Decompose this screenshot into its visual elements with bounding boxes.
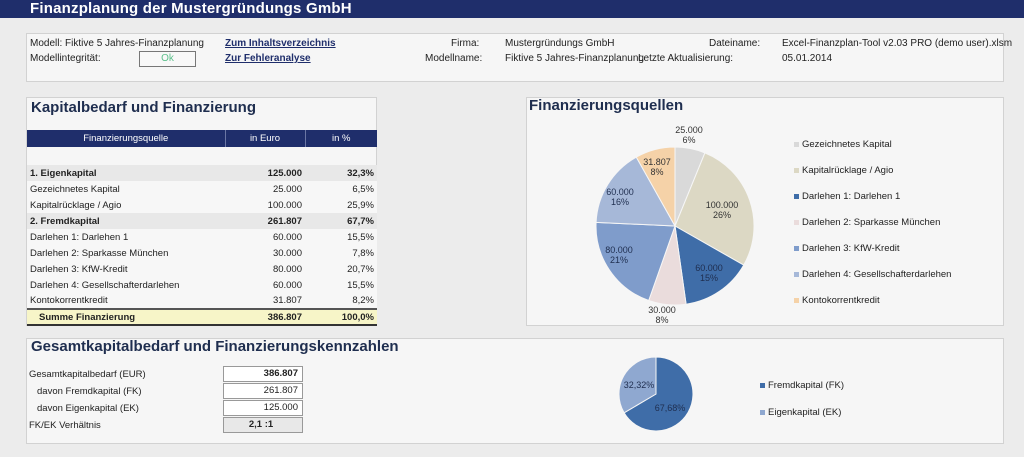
table-row: Kapitalrücklage / Agio 100.000 25,9% bbox=[27, 197, 377, 213]
legend-darlehen-4: Darlehen 4: Gesellschafterdarlehen bbox=[794, 269, 951, 280]
finanzierungsquellen-title: Finanzierungsquellen bbox=[529, 97, 684, 114]
header-euro: in Euro bbox=[225, 130, 306, 147]
table-row: Darlehen 1: Darlehen 1 60.000 15,5% bbox=[27, 229, 377, 245]
finanzierung-table: Finanzierungsquelle in Euro in % 1. Eige… bbox=[27, 130, 377, 326]
finanzierungsquellen-panel: Finanzierungsquellen 25.000 6% 100.000 26%… bbox=[526, 97, 1004, 326]
eigenkapital-label: davon Eigenkapital (EK) bbox=[37, 403, 139, 414]
legend-gezeichnetes-kapital: Gezeichnetes Kapital bbox=[794, 139, 892, 150]
firma-label: Firma: bbox=[451, 38, 480, 49]
svg-text:60.000: 60.000 bbox=[606, 187, 634, 197]
aktualisierung-value: 05.01.2014 bbox=[782, 53, 833, 64]
legend-fremdkapital: Fremdkapital (FK) bbox=[760, 380, 844, 391]
header-quelle: Finanzierungsquelle bbox=[27, 130, 226, 147]
legend-eigenkapital: Eigenkapital (EK) bbox=[760, 407, 841, 418]
integritaet-label: Modellintegrität: bbox=[30, 53, 101, 64]
svg-text:30.000: 30.000 bbox=[648, 305, 676, 315]
kennzahlen-panel: Gesamtkapitalbedarf und Finanzierungsken… bbox=[26, 338, 1004, 444]
svg-text:21%: 21% bbox=[610, 255, 628, 265]
svg-text:8%: 8% bbox=[655, 315, 668, 325]
table-row: 2. Fremdkapital 261.807 67,7% bbox=[27, 213, 377, 229]
fk-ek-label: FK/EK Verhältnis bbox=[29, 420, 101, 431]
legend-darlehen-3: Darlehen 3: KfW-Kredit bbox=[794, 243, 900, 254]
svg-text:8%: 8% bbox=[650, 167, 663, 177]
modellname-value: Fiktive 5 Jahres-Finanzplanung bbox=[505, 53, 644, 64]
sum-row: Summe Finanzierung 386.807 100,0% bbox=[27, 308, 377, 326]
gesamtkapital-label: Gesamtkapitalbedarf (EUR) bbox=[29, 369, 146, 380]
svg-text:60.000: 60.000 bbox=[695, 263, 723, 273]
svg-text:67,68%: 67,68% bbox=[655, 403, 686, 413]
kapitalbedarf-title: Kapitalbedarf und Finanzierung bbox=[31, 99, 257, 116]
model-info-panel: Modell: Fiktive 5 Jahres-Finanzplanung M… bbox=[26, 33, 1012, 82]
kennzahlen-title: Gesamtkapitalbedarf und Finanzierungsken… bbox=[31, 338, 399, 355]
svg-text:32,32%: 32,32% bbox=[624, 380, 655, 390]
table-row: 1. Eigenkapital 125.000 32,3% bbox=[27, 165, 377, 181]
firma-value: Mustergründungs GmbH bbox=[505, 38, 615, 49]
svg-text:100.000: 100.000 bbox=[706, 200, 739, 210]
aktualisierung-label: Letzte Aktualisierung: bbox=[638, 53, 734, 64]
table-row: Kontokorrentkredit 31.807 8,2% bbox=[27, 293, 377, 309]
modell-label: Modell: Fiktive 5 Jahres-Finanzplanung bbox=[30, 38, 204, 49]
modellname-label: Modellname: bbox=[425, 53, 483, 64]
table-row: Darlehen 4: Gesellschafterdarlehen 60.000… bbox=[27, 277, 377, 293]
dateiname-value: Excel-Finanzplan-Tool v2.03 PRO (demo us… bbox=[782, 38, 1013, 49]
fk-ek-value: 2,1 :1 bbox=[223, 417, 303, 433]
gesamtkapital-value: 386.807 bbox=[223, 366, 303, 382]
svg-text:15%: 15% bbox=[700, 273, 718, 283]
svg-text:25.000: 25.000 bbox=[675, 125, 703, 135]
fremdkapital-value: 261.807 bbox=[223, 383, 303, 399]
page-title: Finanzplanung der Mustergründungs GmbH bbox=[30, 0, 352, 17]
header-pct: in % bbox=[305, 130, 377, 147]
svg-text:26%: 26% bbox=[713, 210, 731, 220]
legend-kontokorrentkredit: Kontokorrentkredit bbox=[794, 295, 880, 306]
legend-darlehen-1: Darlehen 1: Darlehen 1 bbox=[794, 191, 900, 202]
table-row: Darlehen 3: KfW-Kredit 80.000 20,7% bbox=[27, 261, 377, 277]
dateiname-label: Dateiname: bbox=[709, 38, 761, 49]
title-bar: Finanzplanung der Mustergründungs GmbH bbox=[0, 0, 1024, 18]
fremdkapital-label: davon Fremdkapital (FK) bbox=[37, 386, 142, 397]
svg-text:80.000: 80.000 bbox=[605, 245, 633, 255]
svg-text:31.807: 31.807 bbox=[643, 157, 671, 167]
svg-text:16%: 16% bbox=[611, 197, 629, 207]
legend-darlehen-2: Darlehen 2: Sparkasse München bbox=[794, 217, 940, 228]
integrity-status-button[interactable]: Ok bbox=[139, 51, 196, 67]
svg-text:6%: 6% bbox=[682, 135, 695, 145]
eigenkapital-value: 125.000 bbox=[223, 400, 303, 416]
kapitalbedarf-panel: Kapitalbedarf und Finanzierung Finanzier… bbox=[26, 97, 377, 326]
legend-kapitalruecklage: Kapitalrücklage / Agio bbox=[794, 165, 893, 176]
fk-ek-pie-chart: 32,32% 67,68% bbox=[618, 356, 694, 432]
link-inhaltsverzeichnis[interactable]: Zum Inhaltsverzeichnis bbox=[225, 38, 336, 49]
table-row: Gezeichnetes Kapital 25.000 6,5% bbox=[27, 181, 377, 197]
table-row: Darlehen 2: Sparkasse München 30.000 7,8% bbox=[27, 245, 377, 261]
link-fehleranalyse[interactable]: Zur Fehleranalyse bbox=[225, 53, 311, 64]
